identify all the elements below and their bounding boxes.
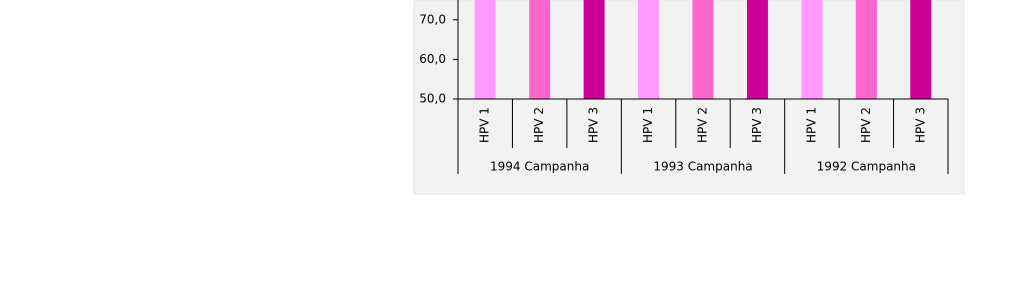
bar <box>638 0 660 99</box>
x-tick-label: HPV 1 <box>641 107 655 143</box>
group-label: 1994 Campanha <box>490 160 589 174</box>
x-tick-label: HPV 3 <box>750 107 764 143</box>
x-tick-label: HPV 1 <box>804 107 818 143</box>
bar <box>529 0 551 99</box>
bar <box>692 0 714 99</box>
group-label: 1993 Campanha <box>653 160 752 174</box>
x-tick-label: HPV 3 <box>913 107 927 143</box>
y-tick-label: 50,0 <box>419 92 446 106</box>
x-tick-label: HPV 3 <box>587 107 601 143</box>
x-tick-label: HPV 2 <box>532 107 546 143</box>
bar <box>910 0 932 99</box>
x-tick-label: HPV 2 <box>859 107 873 143</box>
group-label: 1992 Campanha <box>817 160 916 174</box>
bar <box>746 0 768 99</box>
bar <box>855 0 877 99</box>
y-tick-label: 60,0 <box>419 52 446 66</box>
bar <box>583 0 605 99</box>
y-tick-label: 70,0 <box>419 12 446 26</box>
bar <box>801 0 823 99</box>
x-tick-label: HPV 1 <box>478 107 492 143</box>
bar <box>474 0 496 99</box>
x-tick-label: HPV 2 <box>696 107 710 143</box>
